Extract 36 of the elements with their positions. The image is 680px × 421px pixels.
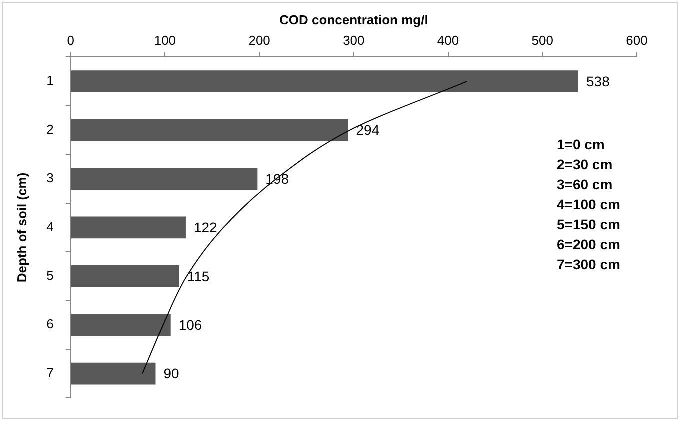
bar: [71, 119, 348, 142]
x-axis-title: COD concentration mg/l: [280, 12, 428, 28]
annotation: 4=100 cm: [557, 196, 620, 213]
y-axis-title: Depth of soil (cm): [14, 172, 30, 283]
data-label: 122: [194, 220, 218, 236]
y-tick-label: 5: [46, 268, 54, 283]
bar: [71, 265, 180, 288]
data-label: 294: [356, 122, 380, 138]
data-label: 90: [164, 366, 180, 382]
y-tick-label: 3: [46, 170, 54, 186]
bar: [71, 216, 186, 239]
annotation: 1=0 cm: [557, 136, 605, 153]
annotation: 5=150 cm: [557, 216, 620, 233]
annotation: 6=200 cm: [557, 236, 620, 253]
y-tick-label: 6: [46, 316, 54, 332]
data-label: 115: [187, 268, 210, 284]
annotation: 3=60 cm: [557, 176, 613, 193]
y-tick-label: 1: [46, 73, 54, 88]
x-tick-label: 200: [248, 32, 270, 48]
annotation: 2=30 cm: [557, 156, 613, 173]
bar: [71, 70, 578, 93]
x-tick-label: 500: [532, 32, 554, 48]
bar: [71, 168, 258, 190]
y-tick-label: 4: [46, 219, 54, 234]
y-tick-label: 2: [46, 122, 54, 137]
y-tick-label: 7: [46, 365, 54, 380]
bar: [71, 362, 156, 385]
x-tick-label: 600: [626, 32, 648, 48]
annotation: 7=300 cm: [557, 256, 620, 273]
data-label: 106: [178, 316, 202, 333]
data-label: 538: [586, 73, 610, 90]
x-tick-label: 100: [154, 32, 176, 48]
x-tick-label: 400: [437, 32, 460, 48]
x-tick-label: 0: [67, 32, 74, 48]
bar: [71, 314, 171, 336]
x-tick-label: 300: [343, 32, 365, 48]
